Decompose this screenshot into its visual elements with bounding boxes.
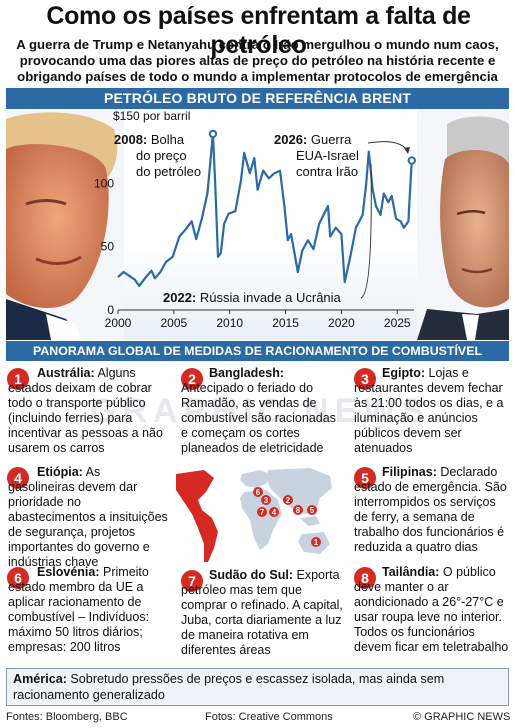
item-australia: Austrália: Alguns estados deixam de cobr… [8, 366, 170, 456]
annotation-2022: 2022: Rússia invade a Ucrânia [163, 290, 342, 305]
brent-line-chart: $150 por barril 0 50 100 2000 2005 2010 2015 202… [94, 109, 416, 330]
item-text: Lojas e restaurantes devem fechar às 21:… [354, 366, 504, 455]
y-tick-label: 50 [101, 240, 115, 254]
item-text: Declarado estado de emergência. São inte… [354, 465, 507, 554]
peak-marker-2026 [407, 156, 416, 165]
netanyahu-portrait [417, 109, 509, 340]
svg-text:6: 6 [256, 488, 261, 497]
marker-1: 1 [7, 368, 29, 390]
map-marker-6 [253, 487, 263, 497]
europe-shape [240, 470, 270, 488]
footer-photos: Fotos: Creative Commons [205, 711, 333, 723]
annotation-2026-arrowhead [404, 147, 410, 154]
item-text: Alguns estados deixam de cobrar todo o t… [8, 366, 163, 455]
map-marker-1 [311, 537, 321, 547]
item-place: Egipto: [382, 366, 426, 380]
america-box: América: Sobretudo pressões de preços e … [6, 668, 509, 706]
brent-price-line [117, 132, 413, 287]
item-place: Tailândia: [382, 565, 440, 579]
map-marker-8 [293, 505, 303, 515]
footer-copyright: © GRAPHIC NEWS [413, 711, 511, 723]
world-map: 6 3 2 7 4 8 5 1 [176, 468, 332, 562]
marker-8: 8 [354, 567, 376, 589]
y-tick-label: 0 [107, 303, 114, 317]
asia-shape [266, 468, 332, 514]
map-markers: 6 3 2 7 4 8 5 1 [253, 487, 321, 547]
item-philippines: Filipinas: Declarado estado de emergênci… [354, 465, 509, 555]
svg-text:5: 5 [310, 506, 315, 515]
map-marker-7 [257, 507, 267, 517]
item-text: Exporta petróleo mas tem que comprar o r… [181, 568, 343, 657]
item-bangladesh: Bangladesh: Antecipado o feriado do Rama… [181, 366, 346, 456]
america-text: Sobretudo pressões de preços e escassez … [13, 672, 445, 702]
america-label: América: [13, 672, 67, 686]
item-place: Austrália: [37, 366, 95, 380]
item-text: As gasolineiras devem dar prioridade no … [8, 465, 168, 569]
svg-text:2: 2 [286, 496, 291, 505]
item-text: Primeito estado membro da UE a aplicar r… [8, 565, 150, 654]
svg-text:7: 7 [260, 508, 265, 517]
annotation-2022-leader [360, 163, 372, 299]
item-text: O público deve manter o ar aondicionado … [354, 565, 509, 654]
annotation-2026: 2026: Guerra [274, 132, 352, 147]
item-thailand: Tailândia: O público deve manter o ar ao… [354, 565, 509, 655]
watermark: GRAPHIC NEWS [89, 392, 431, 430]
islands-shape [300, 516, 320, 526]
marker-6: 6 [7, 567, 29, 589]
trump-portrait [6, 109, 124, 340]
item-place: Filipinas: [382, 465, 437, 479]
annotation-2008: do petróleo [136, 164, 201, 179]
map-marker-2 [283, 495, 293, 505]
item-south-sudan: Sudão do Sul: Exporta petróleo mas tem q… [181, 568, 346, 658]
item-place: Sudão do Sul: [209, 568, 294, 582]
svg-text:4: 4 [272, 508, 277, 517]
x-tick-label: 2020 [328, 316, 355, 330]
map-marker-5 [307, 505, 317, 515]
svg-text:8: 8 [296, 506, 301, 515]
item-place: Eslovénia: [37, 565, 100, 579]
marker-4: 4 [7, 467, 29, 489]
annotation-2008: do preço [136, 148, 187, 163]
annotation-2008: 2008: Bolha [114, 132, 185, 147]
item-place: Etiópia: [37, 465, 83, 479]
marker-5: 5 [354, 467, 376, 489]
americas-shape [176, 470, 218, 562]
x-tick-label: 2010 [216, 316, 243, 330]
x-tick-label: 2015 [272, 316, 299, 330]
marker-2: 2 [181, 368, 203, 390]
svg-text:3: 3 [264, 496, 269, 505]
page-subtitle: A guerra de Trump e Netanyahu contra o I… [16, 37, 499, 84]
annotation-2026: contra Irão [296, 164, 358, 179]
y-tick-label: 100 [94, 176, 114, 190]
marker-7: 7 [181, 570, 203, 592]
annotation-2026: EUA-Israel [296, 148, 359, 163]
chart-title: PETRÓLEO BRUTO DE REFERÊNCIA BRENT [6, 88, 509, 109]
africa-shape [240, 490, 282, 550]
page-title: Como os países enfrentam a falta de petr… [46, 2, 471, 59]
peak-marker-2008 [208, 129, 218, 139]
svg-text:1: 1 [314, 538, 319, 547]
x-tick-label: 2005 [160, 316, 187, 330]
x-tick-label: 2000 [105, 316, 132, 330]
panorama-heading: PANORAMA GLOBAL DE MEDIDAS DE RACIONAMEN… [6, 341, 509, 361]
y-axis-label: $150 por barril [113, 109, 190, 123]
map-marker-3 [261, 495, 271, 505]
brent-chart-panel: PETRÓLEO BRUTO DE REFERÊNCIA BRENT $150 … [6, 88, 509, 340]
map-marker-4 [269, 507, 279, 517]
item-ethiopia: Etiópia: As gasolineiras devem dar prior… [8, 465, 168, 570]
item-text: Antecipado o feriado do Ramadão, as vend… [181, 381, 336, 455]
item-slovenia: Eslovénia: Primeito estado membro da UE … [8, 565, 170, 655]
x-tick-label: 2025 [384, 316, 411, 330]
annotation-2026-arrow [367, 141, 409, 153]
marker-3: 3 [354, 368, 376, 390]
item-place: Bangladesh: [209, 366, 285, 380]
item-egypt: Egipto: Lojas e restaurantes devem fecha… [354, 366, 508, 456]
footer-sources: Fontes: Bloomberg, BBC [6, 711, 128, 723]
